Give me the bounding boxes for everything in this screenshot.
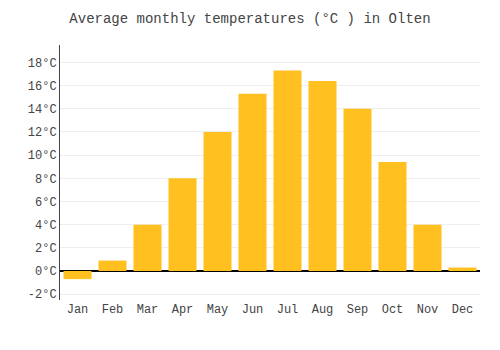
svg-text:18°C: 18°C (28, 57, 57, 71)
svg-text:Nov: Nov (417, 303, 439, 317)
svg-text:Apr: Apr (172, 303, 194, 317)
svg-text:Average monthly temperatures (: Average monthly temperatures (°C ) in Ol… (69, 11, 430, 27)
svg-text:Jul: Jul (277, 303, 299, 317)
svg-text:16°C: 16°C (28, 80, 57, 94)
svg-text:14°C: 14°C (28, 103, 57, 117)
svg-text:Oct: Oct (382, 303, 404, 317)
svg-text:0°C: 0°C (35, 265, 57, 279)
svg-text:Aug: Aug (312, 303, 334, 317)
svg-text:Sep: Sep (347, 303, 369, 317)
svg-text:Jan: Jan (67, 303, 89, 317)
svg-text:Jun: Jun (242, 303, 264, 317)
svg-text:4°C: 4°C (35, 219, 57, 233)
svg-text:Mar: Mar (137, 303, 159, 317)
svg-text:May: May (207, 303, 229, 317)
svg-text:12°C: 12°C (28, 126, 57, 140)
svg-text:10°C: 10°C (28, 149, 57, 163)
svg-text:Feb: Feb (102, 303, 124, 317)
svg-text:Dec: Dec (452, 303, 474, 317)
svg-text:6°C: 6°C (35, 196, 57, 210)
svg-text:8°C: 8°C (35, 173, 57, 187)
svg-text:2°C: 2°C (35, 242, 57, 256)
svg-text:-2°C: -2°C (28, 288, 57, 302)
